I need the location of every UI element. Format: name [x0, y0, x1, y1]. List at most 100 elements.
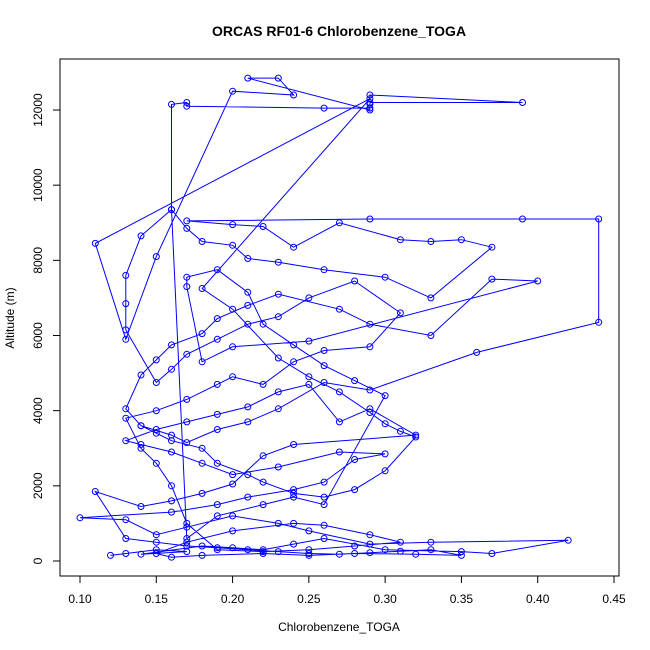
data-point: [274, 519, 282, 527]
data-point: [366, 215, 374, 223]
data-point: [259, 478, 267, 486]
data-point: [595, 215, 603, 223]
y-tick-label: 4000: [31, 397, 45, 424]
data-point: [152, 356, 160, 364]
data-point: [412, 431, 420, 439]
data-point: [183, 535, 191, 542]
data-point: [229, 305, 237, 313]
data-point: [198, 551, 206, 559]
data-point: [229, 512, 237, 520]
data-point: [183, 99, 191, 106]
data-point: [274, 463, 282, 471]
data-point: [366, 99, 374, 106]
data-point: [183, 217, 191, 225]
data-point: [213, 546, 221, 554]
x-axis: 0.10 0.15 0.20 0.25 0.30 0.35 0.40 0.45: [68, 575, 626, 606]
data-point: [381, 450, 389, 458]
data-point: [213, 335, 221, 343]
x-tick-label: 0.45: [602, 592, 626, 606]
data-point: [213, 501, 221, 509]
data-point: [213, 410, 221, 418]
data-point: [396, 309, 404, 317]
y-axis: 0 2000 4000 6000 8000 10000 12000: [31, 93, 61, 564]
data-point: [351, 456, 359, 463]
data-point: [198, 330, 206, 338]
data-point: [259, 548, 267, 556]
data-point: [351, 486, 359, 494]
data-point: [122, 405, 130, 413]
data-point: [320, 379, 328, 386]
data-point: [396, 427, 404, 435]
data-point: [152, 426, 160, 433]
data-point: [534, 277, 542, 285]
data-point: [335, 418, 343, 426]
series-line: [79, 77, 600, 558]
y-tick-label: 6000: [31, 322, 45, 349]
data-point: [274, 405, 282, 413]
data-point: [427, 332, 435, 339]
data-point: [183, 102, 191, 110]
data-point: [229, 87, 237, 95]
data-point: [168, 482, 175, 490]
data-point: [91, 239, 99, 247]
data-point: [320, 478, 328, 486]
data-point: [122, 550, 130, 557]
data-point: [305, 546, 313, 554]
data-point: [290, 493, 298, 501]
y-axis-label: Altitude (m): [3, 287, 17, 348]
data-point: [198, 285, 206, 292]
data-point: [244, 418, 252, 426]
data-point: [168, 341, 175, 349]
data-point: [168, 437, 175, 445]
data-point: [168, 508, 175, 516]
x-tick-label: 0.20: [221, 592, 245, 606]
data-point: [412, 433, 420, 441]
data-point: [274, 313, 282, 321]
data-point: [137, 503, 145, 510]
data-point: [259, 223, 267, 230]
data-point: [366, 409, 374, 416]
data-point: [381, 546, 389, 554]
y-tick-label: 12000: [31, 93, 45, 127]
data-point: [351, 542, 359, 550]
data-point: [198, 444, 206, 452]
data-point: [290, 441, 298, 448]
x-tick-label: 0.10: [68, 592, 92, 606]
data-point: [305, 337, 313, 345]
data-point: [290, 489, 298, 497]
data-point: [152, 546, 160, 554]
data-point: [320, 104, 328, 112]
data-point: [168, 448, 175, 456]
data-point: [427, 546, 435, 554]
data-point: [259, 550, 267, 557]
data-point: [229, 343, 237, 351]
data-point: [183, 224, 191, 232]
data-point: [457, 548, 465, 556]
data-point: [152, 379, 160, 386]
data-point: [457, 551, 465, 559]
y-tick-label: 0: [31, 557, 45, 564]
data-point: [244, 320, 252, 328]
data-point: [290, 341, 298, 349]
data-point: [122, 516, 130, 524]
data-point: [244, 255, 252, 262]
data-point: [412, 550, 420, 558]
data-point: [122, 326, 130, 334]
data-point: [259, 320, 267, 328]
data-point: [244, 288, 252, 296]
data-point: [168, 100, 175, 108]
data-point: [335, 305, 343, 313]
data-point: [168, 206, 175, 214]
data-point: [519, 99, 526, 106]
data-point: [396, 538, 404, 546]
data-point: [381, 467, 389, 475]
data-point: [152, 459, 160, 467]
data-point: [229, 527, 237, 535]
data-point: [213, 512, 221, 520]
data-point: [183, 283, 191, 291]
data-point: [122, 335, 130, 343]
data-point: [152, 429, 160, 437]
data-point: [259, 501, 267, 509]
data-point: [381, 392, 389, 400]
